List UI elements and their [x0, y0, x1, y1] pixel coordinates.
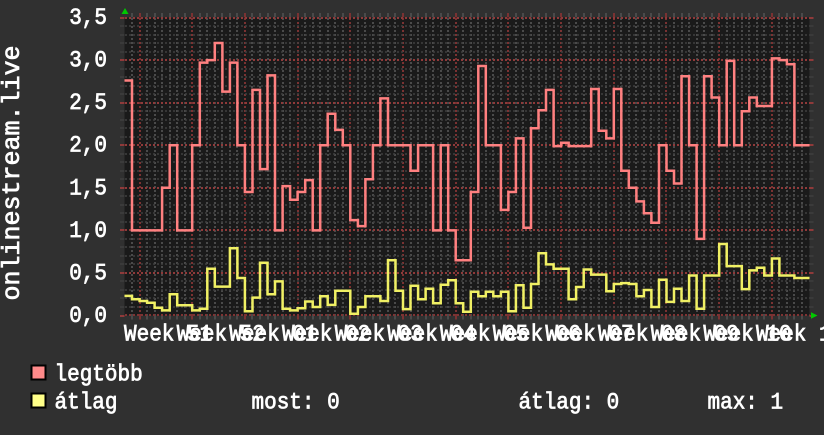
svg-text:Week 51: Week 51	[124, 322, 212, 348]
svg-text:Week 52: Week 52	[177, 322, 265, 348]
svg-text:1,5: 1,5	[69, 176, 107, 202]
svg-text:onlinestream.live: onlinestream.live	[0, 45, 27, 300]
svg-text:átlag: átlag	[55, 390, 118, 416]
svg-text:Week 02: Week 02	[282, 322, 370, 348]
svg-text:Week 05: Week 05	[440, 322, 528, 348]
svg-text:Week 06: Week 06	[493, 322, 581, 348]
svg-text:Week 03: Week 03	[335, 322, 423, 348]
svg-text:0,0: 0,0	[69, 303, 107, 329]
svg-text:2,0: 2,0	[69, 133, 107, 159]
svg-text:most: 0: most: 0	[252, 390, 340, 416]
svg-text:Week 07: Week 07	[545, 322, 633, 348]
svg-text:Week 09: Week 09	[651, 322, 739, 348]
svg-text:Week 04: Week 04	[387, 322, 475, 348]
svg-text:Week 11: Week 11	[756, 322, 824, 348]
svg-text:legtöbb: legtöbb	[55, 362, 143, 388]
svg-text:átlag: 0: átlag: 0	[519, 390, 620, 416]
svg-text:3,0: 3,0	[69, 48, 107, 74]
svg-text:Week 08: Week 08	[598, 322, 686, 348]
svg-text:2,5: 2,5	[69, 90, 107, 116]
svg-text:0,5: 0,5	[69, 261, 107, 287]
svg-text:Week 10: Week 10	[703, 322, 791, 348]
svg-text:max: 1: max: 1	[708, 390, 784, 416]
svg-text:Week 01: Week 01	[229, 322, 317, 348]
svg-text:3,5: 3,5	[69, 5, 107, 31]
svg-text:1,0: 1,0	[69, 218, 107, 244]
